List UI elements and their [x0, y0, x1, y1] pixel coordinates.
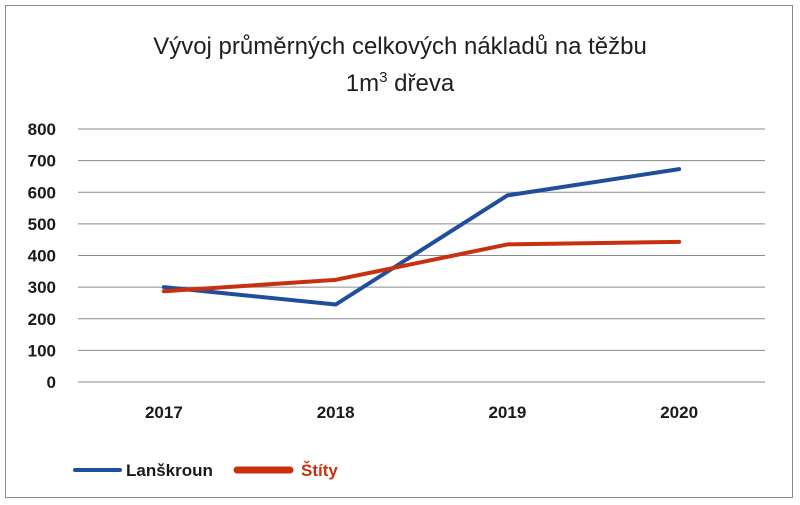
legend-label: Lanškroun — [126, 461, 213, 480]
title-unit: 1m — [346, 70, 379, 97]
y-tick-label: 400 — [28, 247, 56, 266]
title-suffix: dřeva — [387, 70, 454, 97]
y-tick-label: 500 — [28, 215, 56, 234]
title-unit-superscript: 3 — [379, 69, 387, 86]
y-tick-label: 700 — [28, 152, 56, 171]
y-tick-label: 800 — [28, 120, 56, 139]
x-tick-label: 2020 — [660, 403, 698, 422]
legend-label: Štíty — [301, 461, 338, 480]
y-tick-label: 100 — [28, 341, 56, 360]
x-axis-ticks: 2017 2018 2019 2020 — [145, 403, 698, 422]
y-tick-label: 600 — [28, 183, 56, 202]
y-axis-ticks: 0 100 200 300 400 500 600 700 800 — [28, 120, 56, 392]
y-tick-label: 200 — [28, 310, 56, 329]
series-line-2 — [161, 239, 682, 294]
x-tick-label: 2019 — [488, 403, 526, 422]
x-tick-label: 2017 — [145, 403, 183, 422]
gridlines — [78, 128, 765, 383]
x-tick-label: 2018 — [317, 403, 355, 422]
y-tick-label: 0 — [47, 373, 56, 392]
chart-frame — [5, 5, 793, 498]
series-lines — [161, 167, 682, 307]
chart-title-line-1: Vývoj průměrných celkových nákladů na tě… — [153, 33, 647, 60]
chart-title-line-2: 1m3 dřeva — [346, 69, 455, 97]
y-tick-label: 300 — [28, 278, 56, 297]
series-line-1 — [161, 167, 682, 307]
legend: Lanškroun Štíty — [73, 461, 338, 480]
